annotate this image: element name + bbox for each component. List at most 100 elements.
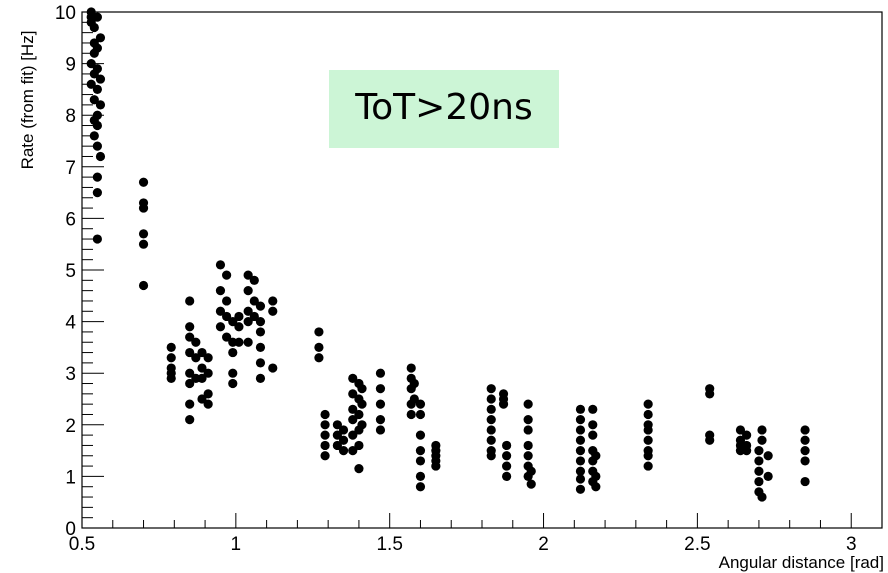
data-point xyxy=(705,389,715,399)
data-point xyxy=(643,425,653,435)
data-point xyxy=(354,464,364,474)
data-point xyxy=(348,446,358,456)
data-point xyxy=(375,384,386,394)
data-point xyxy=(348,404,358,414)
data-point xyxy=(523,451,533,461)
data-point xyxy=(92,141,102,151)
data-point xyxy=(166,342,176,352)
data-point xyxy=(320,420,330,430)
x-tick-label: 1.5 xyxy=(376,534,402,555)
y-tick-label: 2 xyxy=(65,416,76,437)
data-point xyxy=(757,425,767,435)
data-point xyxy=(575,415,586,425)
x-tick-label: 1 xyxy=(231,534,242,555)
data-point xyxy=(406,409,416,420)
data-point xyxy=(92,84,102,94)
data-point xyxy=(222,296,232,306)
y-tick-label: 6 xyxy=(65,209,76,230)
data-point xyxy=(591,471,601,481)
data-point xyxy=(643,461,653,471)
x-tick-label: 3 xyxy=(846,534,857,555)
data-point xyxy=(502,471,512,481)
data-point xyxy=(185,322,195,332)
data-point xyxy=(406,363,416,373)
data-point xyxy=(643,409,653,420)
y-tick-label: 9 xyxy=(65,55,76,76)
data-point xyxy=(228,347,238,358)
data-point xyxy=(643,451,653,461)
data-point xyxy=(243,270,253,280)
data-point xyxy=(523,440,533,451)
data-point xyxy=(166,373,176,383)
data-point xyxy=(166,353,176,363)
data-point xyxy=(222,332,232,342)
data-point xyxy=(197,373,207,383)
data-point xyxy=(354,409,364,420)
data-point xyxy=(185,347,195,358)
y-tick-label: 1 xyxy=(65,467,76,488)
data-point xyxy=(575,466,586,476)
data-point xyxy=(203,389,213,399)
data-point xyxy=(415,471,426,481)
data-point xyxy=(138,239,149,249)
x-tick-label: 0.5 xyxy=(69,534,95,555)
data-point xyxy=(255,327,266,337)
data-point xyxy=(486,435,496,445)
data-point xyxy=(643,435,653,445)
data-point xyxy=(92,188,102,198)
data-point xyxy=(375,415,386,425)
data-point xyxy=(215,286,226,296)
data-point xyxy=(486,425,496,435)
data-point xyxy=(249,296,259,306)
data-point xyxy=(523,425,533,435)
y-tick-label: 7 xyxy=(65,158,76,179)
data-point xyxy=(735,425,746,435)
data-point xyxy=(526,466,536,476)
data-point xyxy=(86,59,96,69)
data-point xyxy=(498,399,509,409)
data-point xyxy=(354,440,364,451)
data-point xyxy=(314,327,324,337)
y-tick-label: 5 xyxy=(65,261,76,282)
data-point xyxy=(92,172,102,182)
data-point xyxy=(348,389,358,399)
data-point xyxy=(222,270,232,280)
data-point xyxy=(800,456,810,466)
data-point xyxy=(268,363,278,373)
data-point xyxy=(332,430,342,440)
data-point xyxy=(486,451,496,461)
data-point xyxy=(185,332,195,342)
data-point xyxy=(89,22,99,33)
data-point xyxy=(526,479,536,489)
data-point xyxy=(138,229,149,239)
data-point xyxy=(415,409,426,420)
data-point xyxy=(95,74,106,84)
data-point xyxy=(357,420,367,430)
data-point xyxy=(320,440,330,451)
data-point xyxy=(255,342,266,352)
data-point xyxy=(255,317,266,327)
data-point xyxy=(203,368,213,378)
data-point xyxy=(415,456,426,466)
data-point xyxy=(86,79,96,89)
data-point xyxy=(431,461,441,471)
data-point xyxy=(185,368,195,378)
data-point xyxy=(138,177,149,187)
data-point xyxy=(197,347,207,358)
data-point xyxy=(754,456,764,466)
data-point xyxy=(800,476,810,487)
data-point xyxy=(234,337,244,347)
data-point xyxy=(320,409,330,420)
data-point xyxy=(234,311,244,322)
data-point xyxy=(268,306,278,316)
data-point xyxy=(486,394,496,404)
data-point xyxy=(338,425,349,435)
y-tick-label: 8 xyxy=(65,106,76,127)
data-point xyxy=(89,48,99,58)
data-point xyxy=(575,404,586,414)
data-point xyxy=(332,440,342,451)
data-point xyxy=(138,280,149,291)
data-point xyxy=(415,482,426,492)
data-point xyxy=(742,430,752,440)
